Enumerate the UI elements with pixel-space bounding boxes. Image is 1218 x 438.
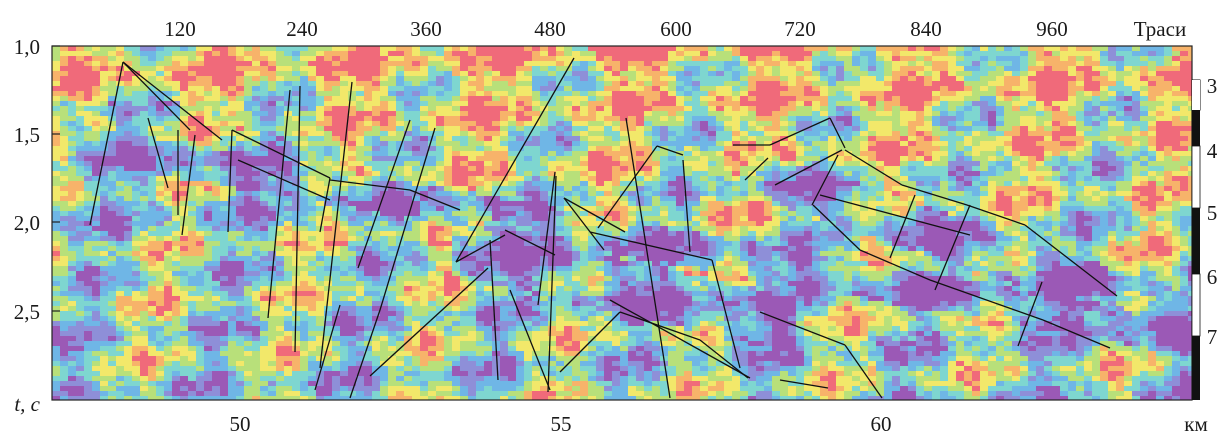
interpretation-line bbox=[319, 81, 353, 369]
interpretation-line bbox=[711, 259, 741, 369]
interpretation-line bbox=[1042, 319, 1111, 349]
interpretation-line bbox=[563, 197, 605, 251]
interpretation-line bbox=[656, 145, 684, 156]
top-tick-label: 840 bbox=[910, 17, 942, 41]
right-scale-label: 3 bbox=[1207, 74, 1218, 98]
interpretation-line bbox=[122, 61, 223, 141]
interpretation-line bbox=[819, 194, 971, 236]
interpretation-line bbox=[812, 204, 861, 251]
interpretation-line bbox=[489, 239, 499, 381]
bottom-tick-label: 50 bbox=[230, 412, 251, 436]
bottom-axis-title: км bbox=[1184, 412, 1208, 436]
interpretation-line bbox=[559, 311, 621, 373]
interpretation-line bbox=[811, 154, 839, 206]
interpretation-line bbox=[227, 129, 233, 233]
interpretation-line bbox=[357, 119, 411, 269]
interpretation-line bbox=[455, 234, 506, 263]
interpretation-line bbox=[769, 117, 831, 146]
top-tick-label: 120 bbox=[164, 17, 196, 41]
left-tick-label: 1,5 bbox=[14, 123, 40, 147]
interpretation-line bbox=[319, 177, 331, 233]
interpretation-line bbox=[563, 197, 626, 233]
right-scale-label: 6 bbox=[1207, 265, 1218, 289]
top-tick-label: 480 bbox=[534, 17, 566, 41]
top-tick-label: 360 bbox=[410, 17, 442, 41]
interpretation-line bbox=[859, 249, 931, 281]
interpretation-line bbox=[314, 304, 341, 391]
interpretation-line bbox=[844, 344, 883, 399]
right-scale-label: 4 bbox=[1207, 139, 1218, 163]
interpretation-line bbox=[934, 204, 971, 291]
interpretation-line bbox=[625, 117, 671, 399]
interpretation-line bbox=[901, 184, 968, 206]
interpretation-line bbox=[759, 311, 846, 346]
interpretation-line bbox=[966, 204, 1026, 226]
top-axis-title: Траси bbox=[1134, 17, 1186, 41]
interpretation-line bbox=[929, 279, 1044, 321]
left-tick-label: 2,5 bbox=[14, 300, 40, 324]
interpretation-line bbox=[589, 231, 713, 261]
top-tick-label: 240 bbox=[286, 17, 318, 41]
interpretation-line bbox=[1017, 281, 1043, 347]
interpretation-line bbox=[349, 309, 381, 399]
left-tick-label: 1,0 bbox=[14, 35, 40, 59]
interpretation-lines bbox=[89, 57, 1118, 399]
interpretation-line bbox=[379, 127, 436, 311]
interpretation-line bbox=[122, 61, 191, 131]
right-trace-scale: 3 4 5 6 7 bbox=[1191, 74, 1218, 400]
interpretation-line bbox=[1024, 224, 1118, 297]
interpretation-line bbox=[844, 149, 903, 186]
interpretation-line bbox=[409, 189, 461, 211]
interpretation-line bbox=[329, 179, 411, 191]
left-tick-label: 2,0 bbox=[14, 211, 40, 235]
interpretation-line bbox=[369, 267, 489, 377]
top-tick-label: 720 bbox=[784, 17, 816, 41]
right-scale-label: 5 bbox=[1207, 201, 1218, 225]
left-axis-title: t, с bbox=[14, 392, 40, 416]
right-scale-label: 7 bbox=[1207, 325, 1218, 349]
interpretation-line bbox=[537, 171, 556, 306]
interpretation-line bbox=[774, 149, 843, 186]
top-axis: 120 240 360 480 600 720 840 960 Траси bbox=[164, 17, 1186, 41]
interpretation-line bbox=[294, 85, 301, 353]
interpretation-line bbox=[237, 159, 331, 201]
top-tick-label: 600 bbox=[660, 17, 692, 41]
interpretation-line bbox=[779, 379, 829, 389]
interpretation-line bbox=[889, 194, 916, 259]
interpretation-line bbox=[597, 145, 658, 229]
interpretation-line bbox=[619, 311, 701, 341]
interpretation-line bbox=[89, 61, 124, 226]
bottom-axis: 50 55 60 км bbox=[230, 412, 1208, 436]
bottom-tick-label: 55 bbox=[551, 412, 572, 436]
left-axis bbox=[52, 45, 60, 312]
interpretation-line bbox=[699, 339, 749, 379]
interpretation-line bbox=[744, 157, 769, 181]
bottom-tick-label: 60 bbox=[871, 412, 892, 436]
interpretation-line bbox=[547, 175, 557, 393]
interpretation-line bbox=[231, 129, 331, 179]
seismic-raster-image bbox=[52, 46, 1192, 400]
interpretation-line bbox=[455, 57, 575, 263]
interpretation-line bbox=[504, 229, 556, 256]
left-axis-labels: 1,0 1,5 2,0 2,5 t, с bbox=[14, 35, 41, 416]
interpretation-line bbox=[609, 299, 751, 379]
interpretation-line bbox=[509, 289, 551, 391]
interpretation-line bbox=[147, 117, 169, 189]
interpretation-line bbox=[682, 159, 691, 253]
interpretation-line bbox=[181, 134, 196, 236]
interpretation-line bbox=[829, 117, 846, 149]
top-tick-label: 960 bbox=[1036, 17, 1068, 41]
interpretation-line bbox=[267, 89, 291, 319]
